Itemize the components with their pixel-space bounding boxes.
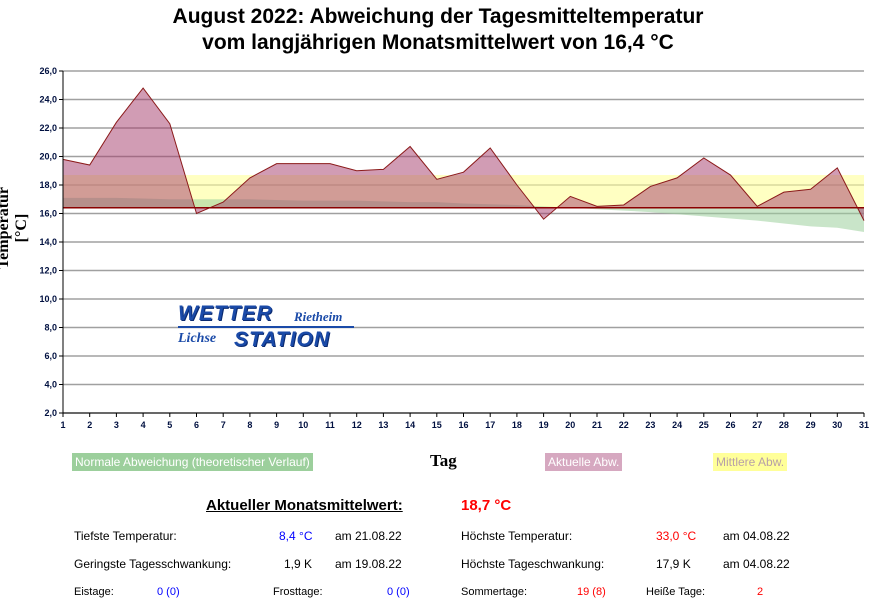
x-tick-label: 30: [832, 420, 842, 430]
y-tick-label: 16,0: [39, 209, 57, 219]
x-tick-label: 25: [699, 420, 709, 430]
x-tick-label: 24: [672, 420, 682, 430]
hot-days-value: 2: [757, 586, 764, 598]
y-tick-label: 20,0: [39, 152, 57, 162]
x-tick-label: 2: [87, 420, 92, 430]
x-tick-label: 18: [512, 420, 522, 430]
actual-area-line: [62, 87, 865, 221]
y-tick-label: 10,0: [39, 294, 57, 304]
y-tick-label: 8,0: [44, 323, 57, 333]
x-tick-label: 12: [352, 420, 362, 430]
summer-days-label: Sommertage:: [461, 586, 528, 598]
legend-actual: Aktuelle Abw.: [545, 453, 623, 471]
x-tick-label: 23: [645, 420, 655, 430]
x-axis-label: Tag: [430, 451, 457, 470]
hot-days-label: Heiße Tage:: [646, 586, 706, 598]
y-tick-label: 14,0: [39, 237, 57, 247]
min-temp-label: Tiefste Temperatur:: [74, 529, 177, 543]
actual-area: [63, 88, 864, 221]
x-tick-label: 9: [274, 420, 279, 430]
max-temp-label: Höchste Temperatur:: [461, 529, 573, 543]
x-tick-label: 22: [619, 420, 629, 430]
y-tick-label: 22,0: [39, 123, 57, 133]
y-tick-label: 6,0: [44, 351, 57, 361]
x-tick-label: 15: [432, 420, 442, 430]
y-tick-label: 4,0: [44, 380, 57, 390]
x-tick-label: 31: [859, 420, 869, 430]
x-tick-label: 26: [725, 420, 735, 430]
x-tick-label: 17: [485, 420, 495, 430]
summer-days-value: 19 (8): [577, 586, 606, 598]
x-tick-label: 1: [60, 420, 65, 430]
min-temp-date: am 21.08.22: [335, 529, 402, 543]
min-range-value: 1,9 K: [284, 557, 313, 571]
frost-days-label: Frosttage:: [273, 586, 323, 598]
min-range-date: am 19.08.22: [335, 557, 402, 571]
legend-normal: Normale Abweichung (theoretischer Verlau…: [72, 453, 313, 471]
legend-mean: Mittlere Abw.: [713, 453, 788, 471]
chart-plot: 2,0 4,0 6,0 8,0 10,0 12,0 14,0 16,0 18,0 20,0 22,0…: [39, 66, 869, 430]
max-range-date: am 04.08.22: [723, 557, 790, 571]
x-tick-label: 7: [221, 420, 226, 430]
x-tick-label: 29: [806, 420, 816, 430]
x-tick-label: 13: [378, 420, 388, 430]
x-tick-label: 28: [779, 420, 789, 430]
title-line-2: vom langjährigen Monatsmittelwert von 16…: [202, 31, 674, 54]
max-range-value: 17,9 K: [656, 557, 691, 571]
title-line-1: August 2022: Abweichung der Tagesmittelt…: [172, 5, 704, 28]
ice-days-value: 0 (0): [157, 586, 180, 598]
min-temp-value: 8,4 °C: [279, 529, 313, 543]
frost-days-value: 0 (0): [387, 586, 410, 598]
max-range-label: Höchste Tageschwankung:: [461, 557, 605, 571]
x-tick-label: 21: [592, 420, 602, 430]
max-temp-date: am 04.08.22: [723, 529, 790, 543]
min-range-label: Geringste Tagesschwankung:: [74, 557, 232, 571]
x-tick-label: 6: [194, 420, 199, 430]
y-tick-label: 12,0: [39, 266, 57, 276]
y-tick-label: 18,0: [39, 180, 57, 190]
x-tick-label: 14: [405, 420, 415, 430]
monthly-mean-label: Aktueller Monatsmittelwert:: [206, 497, 403, 514]
y-tick-label: 26,0: [39, 66, 57, 76]
logo-lichse: Lichse: [178, 331, 217, 346]
ice-days-label: Eistage:: [74, 586, 114, 598]
max-temp-value: 33,0 °C: [656, 529, 697, 543]
x-tick-label: 16: [458, 420, 468, 430]
x-tick-label: 11: [325, 420, 335, 430]
x-tick-label: 5: [167, 420, 172, 430]
x-tick-label: 3: [114, 420, 119, 430]
y-tick-label: 24,0: [39, 95, 57, 105]
x-tick-label: 4: [141, 420, 146, 430]
monthly-mean-value: 18,7 °C: [461, 497, 512, 514]
x-tick-label: 27: [752, 420, 762, 430]
x-tick-label: 8: [247, 420, 252, 430]
logo-station: STATION: [234, 328, 331, 351]
logo-wetter: WETTER: [178, 302, 273, 325]
x-tick-label: 19: [539, 420, 549, 430]
chart-title: August 2022: Abweichung der Tagesmittelt…: [0, 4, 876, 56]
x-tick-label: 10: [298, 420, 308, 430]
logo-rietheim: Rietheim: [294, 309, 343, 324]
x-tick-label: 20: [565, 420, 575, 430]
y-tick-label: 2,0: [44, 408, 57, 418]
